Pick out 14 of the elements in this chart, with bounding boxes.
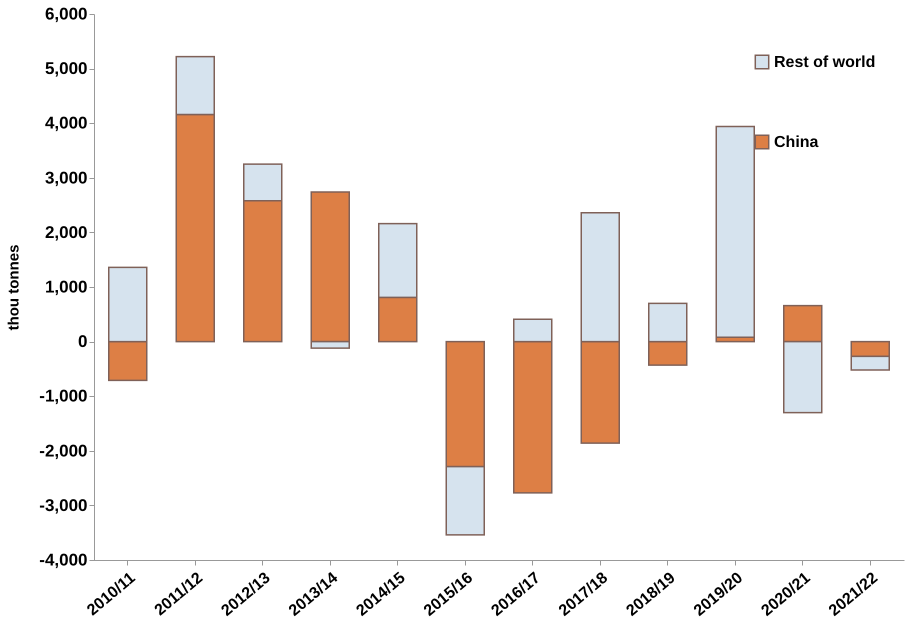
y-tick-label: -1,000 bbox=[39, 386, 88, 406]
y-tick-label: 4,000 bbox=[44, 114, 88, 133]
y-tick-label: -2,000 bbox=[39, 441, 88, 460]
y-tick-label: 6,000 bbox=[44, 4, 88, 24]
y-axis-title: thou tonnes bbox=[5, 244, 22, 330]
legend-label: Rest of world bbox=[774, 54, 876, 71]
y-tick-label: -4,000 bbox=[39, 550, 88, 570]
y-tick-label: -3,000 bbox=[39, 496, 88, 515]
y-tick-label: 1,000 bbox=[44, 278, 88, 296]
legend-label: China bbox=[774, 134, 819, 151]
y-tick-label: 5,000 bbox=[44, 59, 88, 78]
y-tick-label: 3,000 bbox=[44, 168, 88, 188]
y-tick-label: 0 bbox=[78, 332, 88, 352]
y-tick-label: 2,000 bbox=[44, 222, 88, 242]
